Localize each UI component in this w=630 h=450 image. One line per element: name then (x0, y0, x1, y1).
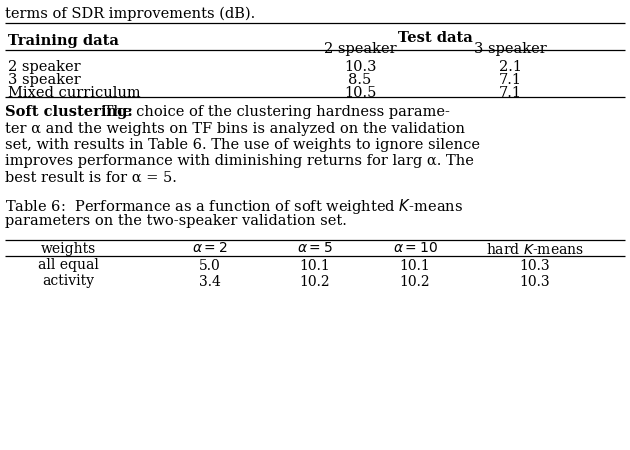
Text: 10.3: 10.3 (520, 274, 551, 288)
Text: $\alpha = 5$: $\alpha = 5$ (297, 242, 333, 256)
Text: ter α and the weights on TF bins is analyzed on the validation: ter α and the weights on TF bins is anal… (5, 122, 465, 135)
Text: terms of SDR improvements (dB).: terms of SDR improvements (dB). (5, 7, 255, 22)
Text: 3.4: 3.4 (199, 274, 221, 288)
Text: 3 speaker: 3 speaker (8, 73, 81, 87)
Text: 10.3: 10.3 (344, 60, 376, 74)
Text: best result is for α = 5.: best result is for α = 5. (5, 171, 177, 185)
Text: 3 speaker: 3 speaker (474, 42, 546, 56)
Text: Test data: Test data (398, 31, 472, 45)
Text: activity: activity (42, 274, 94, 288)
Text: 2 speaker: 2 speaker (324, 42, 396, 56)
Text: 5.0: 5.0 (199, 258, 221, 273)
Text: 10.2: 10.2 (300, 274, 330, 288)
Text: hard $K$-means: hard $K$-means (486, 242, 584, 256)
Text: 7.1: 7.1 (498, 86, 522, 100)
Text: Training data: Training data (8, 33, 119, 48)
Text: set, with results in Table 6. The use of weights to ignore silence: set, with results in Table 6. The use of… (5, 138, 480, 152)
Text: Table 6:  Performance as a function of soft weighted $K$-means: Table 6: Performance as a function of so… (5, 198, 463, 216)
Text: weights: weights (40, 242, 96, 256)
Text: 2 speaker: 2 speaker (8, 60, 81, 74)
Text: Soft clustering:: Soft clustering: (5, 105, 133, 119)
Text: 7.1: 7.1 (498, 73, 522, 87)
Text: all equal: all equal (38, 258, 98, 273)
Text: 10.1: 10.1 (300, 258, 330, 273)
Text: 2.1: 2.1 (498, 60, 522, 74)
Text: 8.5: 8.5 (348, 73, 372, 87)
Text: 10.5: 10.5 (344, 86, 376, 100)
Text: $\alpha = 2$: $\alpha = 2$ (192, 242, 228, 256)
Text: improves performance with diminishing returns for larg α. The: improves performance with diminishing re… (5, 154, 474, 168)
Text: 10.2: 10.2 (399, 274, 430, 288)
Text: 10.1: 10.1 (399, 258, 430, 273)
Text: Mixed curriculum: Mixed curriculum (8, 86, 140, 100)
Text: 10.3: 10.3 (520, 258, 551, 273)
Text: $\alpha = 10$: $\alpha = 10$ (392, 242, 437, 256)
Text: The choice of the clustering hardness parame-: The choice of the clustering hardness pa… (99, 105, 450, 119)
Text: parameters on the two-speaker validation set.: parameters on the two-speaker validation… (5, 214, 347, 228)
